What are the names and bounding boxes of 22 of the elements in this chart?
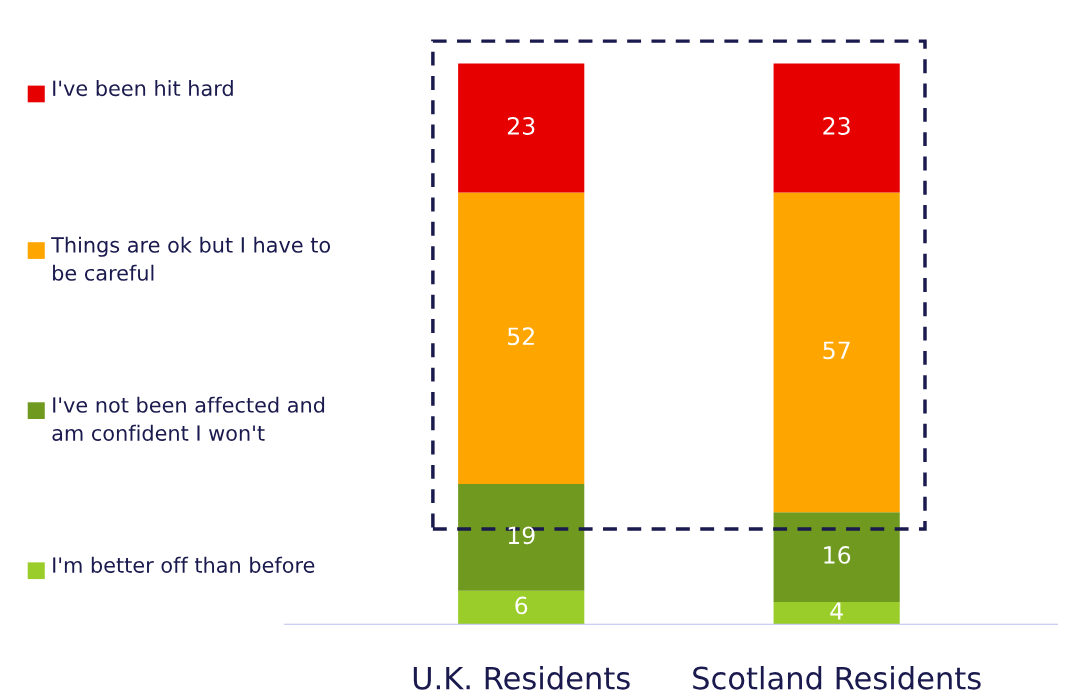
x-tick-label: U.K. Residents: [413, 665, 630, 690]
x-tick-label: Scotland Residents: [693, 665, 981, 690]
data-label: 16: [824, 546, 851, 564]
data-label: 6: [515, 596, 528, 615]
data-label: 23: [507, 117, 535, 135]
data-label: 19: [508, 526, 535, 545]
data-label: 57: [823, 341, 850, 360]
bar: [773, 63, 900, 193]
bar: [458, 590, 585, 625]
bar: [773, 601, 900, 625]
legend-label: I've been hit hard: [53, 80, 233, 97]
legend-label: I'm better off than before: [53, 556, 315, 573]
legend-label: Things are ok but I have to be careful: [51, 236, 331, 281]
bar: [458, 484, 585, 591]
data-label: 52: [508, 327, 534, 346]
bar: [773, 512, 900, 602]
data-label: 4: [830, 602, 843, 620]
bar: [458, 192, 585, 485]
bar: [458, 63, 585, 193]
legend-label: I've not been affected and am confident I won't: [52, 396, 325, 441]
bar: [773, 192, 900, 513]
data-label: 23: [823, 117, 850, 135]
